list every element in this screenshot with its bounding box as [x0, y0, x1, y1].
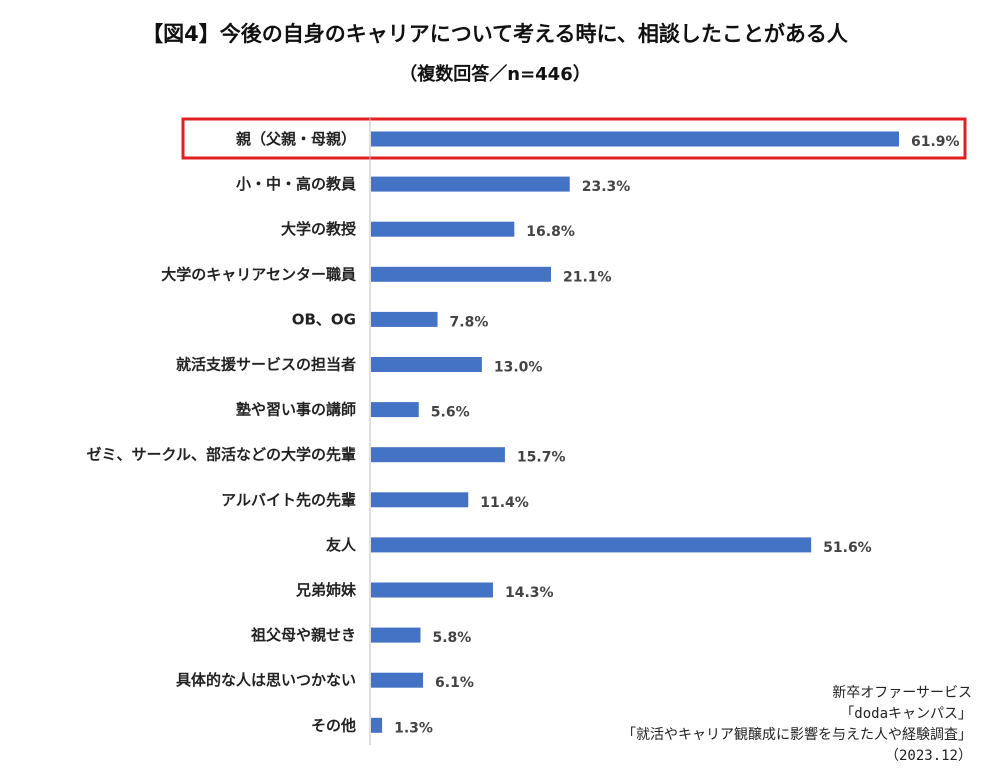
source-note: 新卒オファーサービス 「dodaキャンパス」 「就活やキャリア観醸成に影響を与え… [622, 683, 972, 767]
category-label: 大学のキャリアセンター職員 [161, 265, 356, 283]
value-label: 13.0% [494, 360, 543, 376]
value-label: 1.3% [394, 720, 433, 736]
bar [371, 537, 812, 553]
bar [371, 266, 551, 282]
bar [371, 492, 469, 508]
category-label: その他 [311, 716, 356, 734]
chart-subtitle: （複数回答／n=446） [399, 64, 591, 85]
source-line: 新卒オファーサービス [832, 685, 972, 701]
bar [371, 582, 493, 598]
value-label: 11.4% [480, 495, 529, 511]
bar [371, 176, 570, 192]
value-label: 61.9% [911, 134, 960, 150]
category-label: 大学の教授 [281, 220, 357, 238]
value-label: 6.1% [435, 675, 474, 691]
bar [371, 717, 383, 733]
value-label: 7.8% [450, 314, 489, 330]
category-label: 塾や習い事の講師 [236, 401, 356, 419]
bar [371, 311, 438, 327]
category-label: 兄弟姉妹 [295, 581, 357, 599]
value-label: 16.8% [526, 224, 575, 240]
category-label: OB、OG [292, 310, 356, 328]
value-label: 51.6% [823, 540, 872, 556]
category-label: 祖父母や親せき [250, 626, 356, 644]
chart-title: 【図4】今後の自身のキャリアについて考える時に、相談したことがある人 [142, 22, 848, 46]
bar [371, 627, 421, 643]
category-label: ゼミ、サークル、部活などの大学の先輩 [86, 446, 356, 464]
category-label: 小・中・高の教員 [236, 175, 356, 193]
value-label: 5.8% [432, 630, 471, 646]
bar [371, 402, 419, 418]
value-label: 14.3% [505, 585, 554, 601]
value-label: 5.6% [431, 405, 470, 421]
highlight-box [181, 117, 967, 160]
source-line: 「就活やキャリア観醸成に影響を与えた人や経験調査」 [622, 727, 972, 743]
source-line: （2023.12） [884, 748, 972, 764]
category-label: 友人 [326, 536, 357, 554]
category-label: 就活支援サービスの担当者 [176, 356, 356, 374]
category-label: 親（父親・母親） [236, 130, 356, 148]
category-label: アルバイト先の先輩 [221, 491, 356, 509]
bar [371, 357, 482, 372]
bar [371, 447, 505, 463]
value-label: 23.3% [582, 179, 631, 195]
bar [371, 672, 424, 688]
category-label: 具体的な人は思いつかない [176, 671, 356, 689]
source-line: 「dodaキャンパス」 [840, 706, 972, 722]
bar [371, 221, 515, 237]
value-label: 21.1% [563, 269, 612, 285]
value-label: 15.7% [517, 450, 566, 466]
bar [371, 131, 899, 147]
